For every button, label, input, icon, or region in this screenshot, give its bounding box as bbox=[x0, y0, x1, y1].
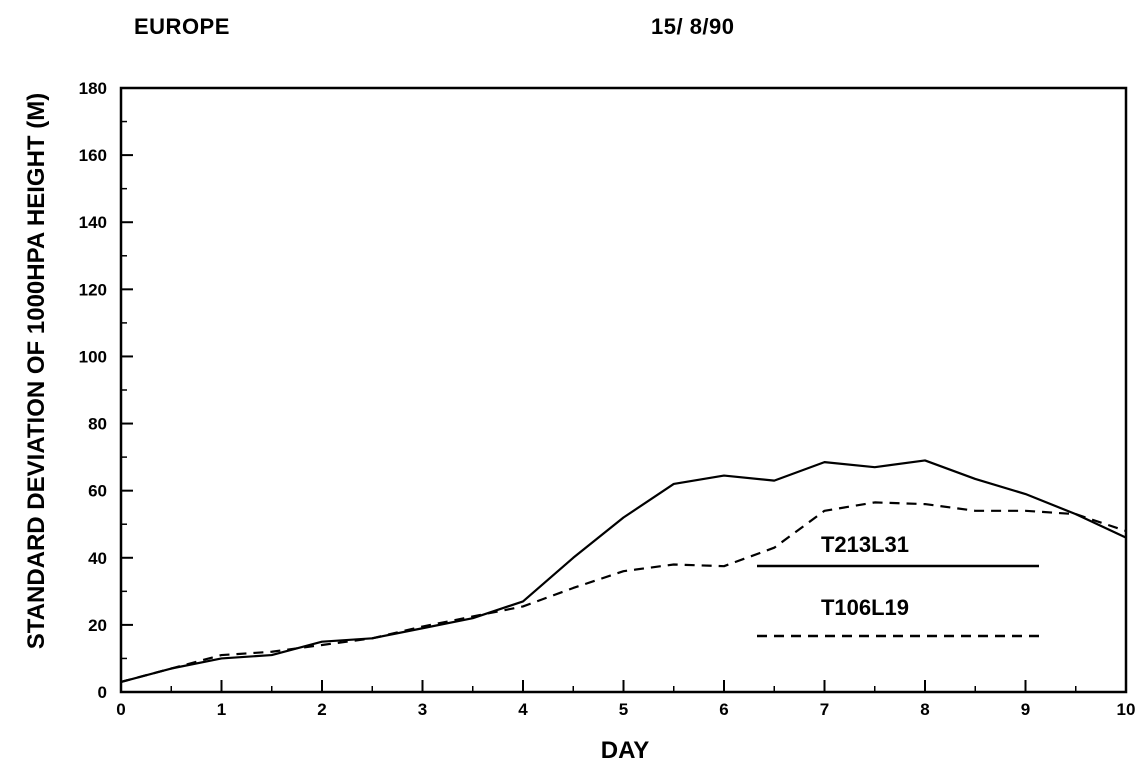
x-axis-label: DAY bbox=[601, 737, 649, 764]
region-title: EUROPE bbox=[134, 14, 230, 39]
series-line-2 bbox=[120, 501, 1127, 683]
plot-frame bbox=[119, 86, 1128, 694]
x-tick-label: 8 bbox=[920, 700, 929, 719]
series-line-1 bbox=[120, 459, 1127, 683]
legend-label-1: T213L31 bbox=[821, 532, 909, 557]
y-tick-label: 100 bbox=[79, 347, 107, 366]
y-tick-label: 20 bbox=[88, 616, 107, 635]
x-tick-label: 7 bbox=[820, 700, 829, 719]
x-tick-label: 4 bbox=[518, 700, 528, 719]
x-tick-label: 10 bbox=[1117, 700, 1136, 719]
y-tick-label: 0 bbox=[98, 683, 107, 702]
x-tick-label: 5 bbox=[619, 700, 628, 719]
y-tick-label: 140 bbox=[79, 213, 107, 232]
date-label: 15/ 8/90 bbox=[651, 14, 735, 39]
x-tick-label: 9 bbox=[1021, 700, 1030, 719]
x-tick-label: 6 bbox=[719, 700, 728, 719]
y-tick-label: 180 bbox=[79, 79, 107, 98]
x-tick-label: 2 bbox=[317, 700, 326, 719]
y-tick-label: 80 bbox=[88, 415, 107, 434]
y-tick-label: 120 bbox=[79, 280, 107, 299]
y-axis-label: STANDARD DEVIATION OF 1000HPA HEIGHT (M) bbox=[23, 93, 50, 649]
x-tick-label: 1 bbox=[217, 700, 226, 719]
y-tick-label: 160 bbox=[79, 146, 107, 165]
x-tick-label: 0 bbox=[116, 700, 125, 719]
legend-label-2: T106L19 bbox=[821, 595, 909, 620]
x-tick-label: 3 bbox=[418, 700, 427, 719]
y-tick-label: 40 bbox=[88, 549, 107, 568]
y-tick-label: 60 bbox=[88, 482, 107, 501]
